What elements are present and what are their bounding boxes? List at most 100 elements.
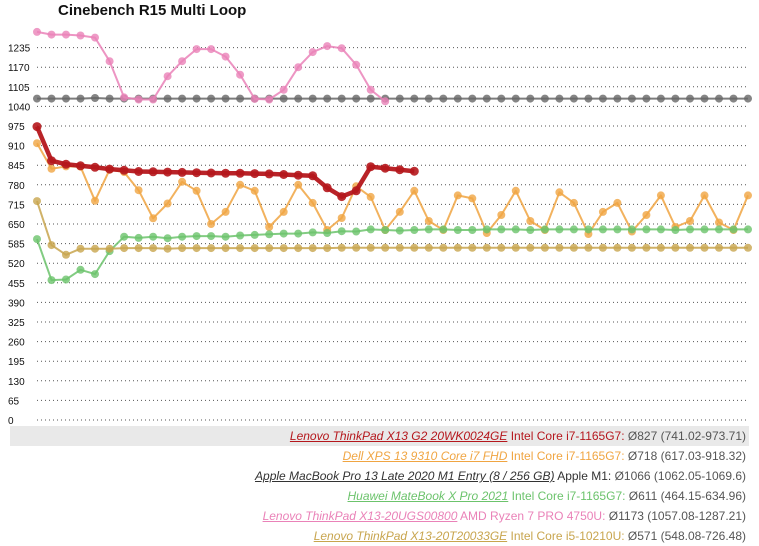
data-point[interactable] (337, 243, 346, 252)
data-point[interactable] (178, 177, 187, 186)
data-point[interactable] (323, 229, 332, 237)
data-point[interactable] (308, 171, 318, 181)
data-point[interactable] (410, 186, 419, 195)
data-point[interactable] (236, 94, 245, 103)
data-point[interactable] (32, 122, 42, 132)
data-point[interactable] (656, 191, 665, 200)
data-point[interactable] (47, 276, 56, 285)
data-point[interactable] (250, 186, 259, 195)
data-point[interactable] (322, 183, 332, 193)
data-point[interactable] (613, 198, 622, 207)
data-point[interactable] (468, 94, 477, 103)
data-point[interactable] (76, 94, 85, 103)
data-point[interactable] (337, 94, 346, 103)
data-point[interactable] (715, 94, 723, 103)
data-point[interactable] (264, 169, 274, 179)
legend-item[interactable]: Lenovo ThinkPad X13-20T20033GE Intel Cor… (10, 526, 749, 546)
data-point[interactable] (395, 207, 404, 216)
data-point[interactable] (410, 243, 419, 252)
data-point[interactable] (207, 232, 216, 241)
data-point[interactable] (105, 94, 114, 103)
data-point[interactable] (700, 225, 709, 234)
data-point[interactable] (598, 243, 607, 252)
data-point[interactable] (323, 244, 332, 253)
data-point[interactable] (569, 198, 578, 207)
data-point[interactable] (279, 229, 288, 238)
data-point[interactable] (468, 226, 477, 234)
data-point[interactable] (47, 241, 56, 250)
data-point[interactable] (192, 94, 201, 103)
data-point[interactable] (337, 44, 346, 53)
data-point[interactable] (395, 226, 404, 235)
data-point[interactable] (62, 250, 70, 259)
data-point[interactable] (424, 243, 433, 252)
data-point[interactable] (555, 225, 564, 234)
data-point[interactable] (294, 229, 303, 238)
data-point[interactable] (439, 225, 448, 234)
data-point[interactable] (105, 57, 114, 66)
data-point[interactable] (192, 186, 201, 195)
data-point[interactable] (61, 159, 71, 169)
data-point[interactable] (163, 244, 172, 253)
data-point[interactable] (526, 217, 535, 225)
data-point[interactable] (686, 243, 694, 252)
data-point[interactable] (178, 57, 187, 66)
data-point[interactable] (47, 94, 56, 103)
data-point[interactable] (62, 30, 70, 39)
data-point[interactable] (555, 94, 564, 103)
data-point[interactable] (526, 226, 535, 234)
data-point[interactable] (221, 94, 230, 103)
data-point[interactable] (555, 188, 564, 197)
data-point[interactable] (744, 243, 752, 252)
data-point[interactable] (192, 244, 201, 253)
data-point[interactable] (381, 226, 390, 234)
data-point[interactable] (598, 94, 607, 103)
legend-device-link[interactable]: Lenovo ThinkPad X13 G2 20WK0024GE (289, 429, 508, 443)
data-point[interactable] (627, 225, 636, 234)
data-point[interactable] (497, 225, 506, 234)
data-point[interactable] (33, 197, 41, 206)
data-point[interactable] (294, 244, 303, 253)
data-point[interactable] (409, 166, 419, 176)
data-point[interactable] (149, 244, 158, 253)
data-point[interactable] (468, 194, 477, 203)
data-point[interactable] (613, 243, 622, 252)
data-point[interactable] (395, 243, 404, 252)
data-point[interactable] (686, 225, 694, 234)
legend-item[interactable]: Apple MacBook Pro 13 Late 2020 M1 Entry … (10, 466, 749, 486)
data-point[interactable] (120, 232, 129, 241)
data-point[interactable] (497, 211, 506, 219)
data-point[interactable] (250, 169, 260, 179)
data-point[interactable] (47, 156, 56, 166)
data-point[interactable] (352, 60, 361, 69)
data-point[interactable] (352, 227, 361, 236)
data-point[interactable] (642, 211, 651, 219)
data-point[interactable] (33, 235, 41, 244)
data-point[interactable] (366, 85, 375, 94)
data-point[interactable] (62, 275, 70, 284)
data-point[interactable] (134, 186, 143, 195)
legend-item[interactable]: Lenovo ThinkPad X13-20UGS00800 AMD Ryzen… (10, 506, 749, 526)
data-point[interactable] (715, 225, 723, 234)
data-point[interactable] (178, 244, 187, 253)
legend-device-link[interactable]: Lenovo ThinkPad X13-20T20033GE (313, 529, 508, 543)
data-point[interactable] (453, 226, 462, 234)
data-point[interactable] (236, 244, 245, 253)
data-point[interactable] (381, 97, 390, 106)
data-point[interactable] (236, 180, 245, 189)
data-point[interactable] (700, 243, 709, 252)
data-point[interactable] (366, 225, 375, 234)
data-point[interactable] (410, 226, 419, 234)
data-point[interactable] (178, 94, 187, 103)
data-point[interactable] (206, 168, 216, 178)
data-point[interactable] (627, 243, 636, 252)
data-point[interactable] (511, 243, 520, 252)
data-point[interactable] (511, 186, 520, 195)
data-point[interactable] (352, 94, 361, 103)
data-point[interactable] (482, 225, 491, 234)
data-point[interactable] (453, 191, 462, 200)
data-point[interactable] (221, 232, 230, 241)
data-point[interactable] (584, 243, 593, 252)
data-point[interactable] (294, 180, 303, 189)
legend-device-link[interactable]: Huawei MateBook X Pro 2021 (347, 489, 509, 503)
